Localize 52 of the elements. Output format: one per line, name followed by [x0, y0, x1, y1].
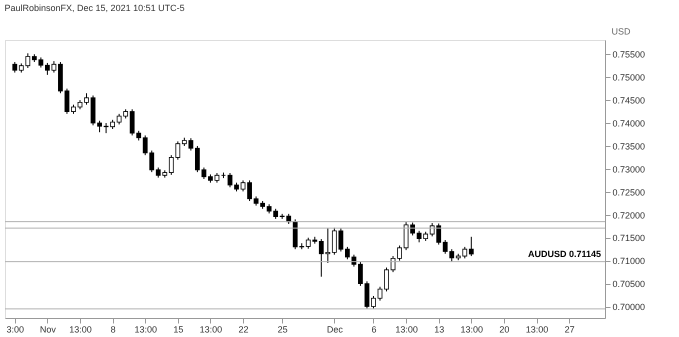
text: PaulRobinsonFX, Dec 15, 2021 10:51 UTC-5	[4, 3, 185, 13]
candlestick	[273, 208, 278, 220]
x-tick-label: Dec	[326, 324, 344, 334]
y-tick-label: 0.72500	[612, 187, 646, 198]
x-tick-label: 13	[434, 324, 444, 334]
x-tick-label: 27	[564, 324, 575, 334]
candlestick	[318, 238, 324, 278]
x-tick-label: 20	[499, 324, 510, 334]
y-tick-label: 0.70000	[612, 302, 646, 312]
x-tick-label: Nov	[40, 324, 56, 334]
x-tick-label: 22	[238, 324, 249, 334]
x-tick-label: 13:00	[460, 324, 484, 334]
candlestick	[332, 227, 337, 256]
candlestick	[168, 154, 174, 176]
candlestick	[306, 237, 311, 250]
y-tick-label: 0.75000	[612, 72, 646, 83]
y-axis-title: USD	[612, 26, 631, 36]
candlestick	[136, 130, 142, 141]
y-tick-label: 0.71500	[612, 233, 646, 244]
y-tick-label: 0.74500	[612, 96, 646, 106]
y-tick-label: 0.73000	[612, 164, 646, 174]
x-tick-label: 13:00	[526, 324, 548, 334]
candlestick	[156, 167, 161, 178]
x-tick-label: 13:00	[200, 324, 222, 334]
x-tick-label: 25	[278, 324, 288, 334]
candlestick	[25, 52, 30, 68]
y-tick-label: 0.74000	[612, 118, 646, 129]
candlestick	[123, 108, 128, 119]
y-tick-label: 0.73500	[612, 141, 646, 152]
y-tick-label: 0.70500	[612, 279, 646, 290]
y-tick-label: 0.72000	[612, 210, 646, 220]
candlestick	[468, 236, 474, 257]
y-tick-label: 0.71000	[612, 256, 646, 266]
annotation: AUDUSD 0.71145	[528, 249, 601, 260]
candlestick	[12, 62, 18, 74]
x-tick-label: 13:00	[134, 324, 157, 334]
x-tick-label: 6	[371, 324, 376, 334]
candlestick	[149, 150, 154, 173]
candlestick	[442, 240, 448, 254]
candlestick	[423, 231, 428, 242]
candlestick	[325, 228, 330, 264]
x-tick-label: 13:00	[395, 324, 418, 334]
candlestick	[130, 108, 135, 136]
candlestick	[462, 246, 468, 259]
x-tick-label: 3:00	[6, 324, 24, 334]
y-tick-label: 0.75500	[612, 50, 646, 60]
candlestick	[175, 140, 180, 160]
x-tick-label: 15	[173, 324, 184, 334]
candlestick	[449, 248, 454, 262]
x-tick-label: 8	[110, 324, 116, 334]
candlestick	[142, 134, 148, 156]
x-tick-label: 13:00	[69, 324, 92, 334]
